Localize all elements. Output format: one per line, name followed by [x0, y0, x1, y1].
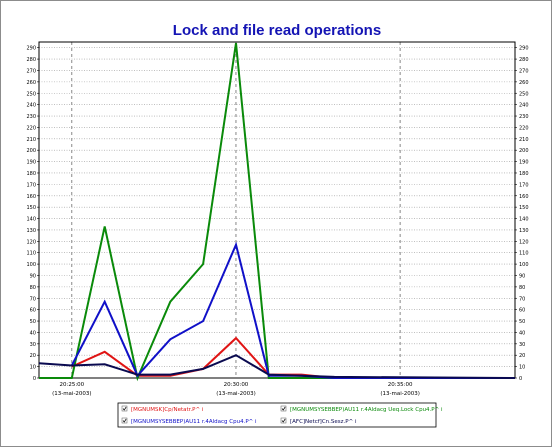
y-tick-label-right: 50 — [519, 319, 525, 325]
y-tick-label-right: 190 — [519, 160, 529, 166]
y-tick-label-left: 40 — [30, 330, 36, 336]
y-tick-label-left: 200 — [26, 148, 36, 154]
y-tick-label-left: 0 — [33, 376, 36, 382]
y-tick-label-left: 220 — [26, 125, 36, 131]
x-tick-date-label: (13-mai-2003) — [52, 391, 92, 397]
chart-title: Lock and file read operations — [173, 22, 381, 39]
legend-check-icon — [281, 406, 286, 411]
y-tick-label-left: 20 — [30, 353, 36, 359]
y-tick-label-left: 180 — [26, 171, 36, 177]
y-tick-label-right: 280 — [519, 57, 529, 63]
y-tick-label-right: 110 — [519, 251, 529, 257]
y-tick-label-right: 150 — [519, 205, 529, 211]
y-tick-label-left: 50 — [30, 319, 36, 325]
y-tick-label-left: 60 — [30, 308, 36, 314]
y-tick-label-right: 130 — [519, 228, 529, 234]
y-tick-label-right: 160 — [519, 194, 529, 200]
y-tick-label-right: 200 — [519, 148, 529, 154]
y-tick-label-right: 60 — [519, 308, 525, 314]
y-tick-label-left: 280 — [26, 57, 36, 63]
grid — [39, 42, 515, 378]
y-tick-label-right: 120 — [519, 239, 529, 245]
legend-check-icon — [122, 406, 127, 411]
y-tick-label-right: 270 — [519, 68, 529, 74]
y-tick-label-left: 120 — [26, 239, 36, 245]
legend-check-icon — [122, 418, 127, 423]
y-tick-label-right: 0 — [519, 376, 522, 382]
legend-item[interactable]: [MGNUMSK]Cp/Netatr.P^ i — [121, 405, 204, 413]
legend-box — [117, 402, 437, 428]
y-tick-label-left: 260 — [26, 80, 36, 86]
series-line-1 — [71, 336, 515, 379]
legend-checkbox[interactable] — [121, 405, 128, 412]
legend: [MGNUMSK]Cp/Netatr.P^ i [MGNUMSYSEBBEP)AU… — [117, 402, 443, 428]
y-tick-label-right: 80 — [519, 285, 525, 291]
y-tick-label-right: 220 — [519, 125, 529, 131]
y-tick-label-left: 210 — [26, 137, 36, 143]
y-tick-label-right: 260 — [519, 80, 529, 86]
y-tick-label-left: 230 — [26, 114, 36, 120]
y-tick-label-left: 30 — [30, 342, 36, 348]
x-tick-date-label: (13-mai-2003) — [380, 391, 420, 397]
y-tick-label-right: 140 — [519, 217, 529, 223]
y-tick-label-left: 90 — [30, 273, 36, 279]
legend-item[interactable]: [MGNUMSYSEBBEP)AU11 r.4Aldacg Ueq.Lock C… — [280, 405, 443, 413]
x-tick-label: 20:35:00 — [388, 382, 413, 388]
y-tick-label-left: 10 — [30, 365, 36, 371]
series-line-2 — [39, 42, 515, 382]
y-tick-label-right: 100 — [519, 262, 529, 268]
legend-checkbox[interactable] — [280, 417, 287, 424]
y-tick-label-right: 230 — [519, 114, 529, 120]
y-tick-label-left: 100 — [26, 262, 36, 268]
legend-label: [MGNUMSYSEBBEP)AU11 r.4Aldacg Ueq.Lock C… — [290, 407, 443, 413]
y-tick-label-right: 210 — [519, 137, 529, 143]
y-tick-label-left: 170 — [26, 182, 36, 188]
legend-label: [MGNUMSK]Cp/Netatr.P^ i — [131, 407, 204, 413]
y-tick-label-left: 150 — [26, 205, 36, 211]
x-tick-label: 20:25:00 — [59, 382, 84, 388]
y-tick-label-right: 170 — [519, 182, 529, 188]
y-tick-label-left: 140 — [26, 217, 36, 223]
y-tick-label-left: 240 — [26, 103, 36, 109]
y-tick-label-right: 10 — [519, 365, 525, 371]
y-tick-label-right: 180 — [519, 171, 529, 177]
y-tick-label-left: 110 — [26, 251, 36, 257]
y-tick-label-right: 70 — [519, 296, 525, 302]
y-tick-label-right: 30 — [519, 342, 525, 348]
y-tick-label-left: 250 — [26, 91, 36, 97]
legend-label: [AFC]Netcf]Cn.Sesz.P^ i — [290, 419, 357, 425]
x-tick-label: 20:30:00 — [224, 382, 249, 388]
y-tick-label-left: 290 — [26, 46, 36, 52]
legend-check-icon — [281, 418, 286, 423]
y-tick-label-left: 190 — [26, 160, 36, 166]
legend-item[interactable]: [AFC]Netcf]Cn.Sesz.P^ i — [280, 417, 357, 425]
y-tick-label-right: 240 — [519, 103, 529, 109]
y-tick-label-left: 70 — [30, 296, 36, 302]
y-tick-label-right: 90 — [519, 273, 525, 279]
legend-item[interactable]: [MGNUMSYSEBBEP)AU11 r.4Aldacg Cpu4.P^ i — [121, 417, 257, 425]
series-line-4 — [38, 354, 516, 379]
x-tick-date-label: (13-mai-2003) — [216, 391, 256, 397]
y-tick-label-left: 130 — [26, 228, 36, 234]
y-tick-label-right: 290 — [519, 46, 529, 52]
y-tick-label-right: 20 — [519, 353, 525, 359]
y-tick-label-right: 250 — [519, 91, 529, 97]
y-tick-label-left: 80 — [30, 285, 36, 291]
legend-label: [MGNUMSYSEBBEP)AU11 r.4Aldacg Cpu4.P^ i — [131, 419, 257, 425]
legend-checkbox[interactable] — [280, 405, 287, 412]
series-line-3 — [70, 241, 515, 379]
y-tick-label-right: 40 — [519, 330, 525, 336]
legend-checkbox[interactable] — [121, 417, 128, 424]
y-tick-label-left: 160 — [26, 194, 36, 200]
series-lines — [38, 42, 516, 382]
plot-border — [38, 41, 516, 379]
y-tick-label-left: 270 — [26, 68, 36, 74]
